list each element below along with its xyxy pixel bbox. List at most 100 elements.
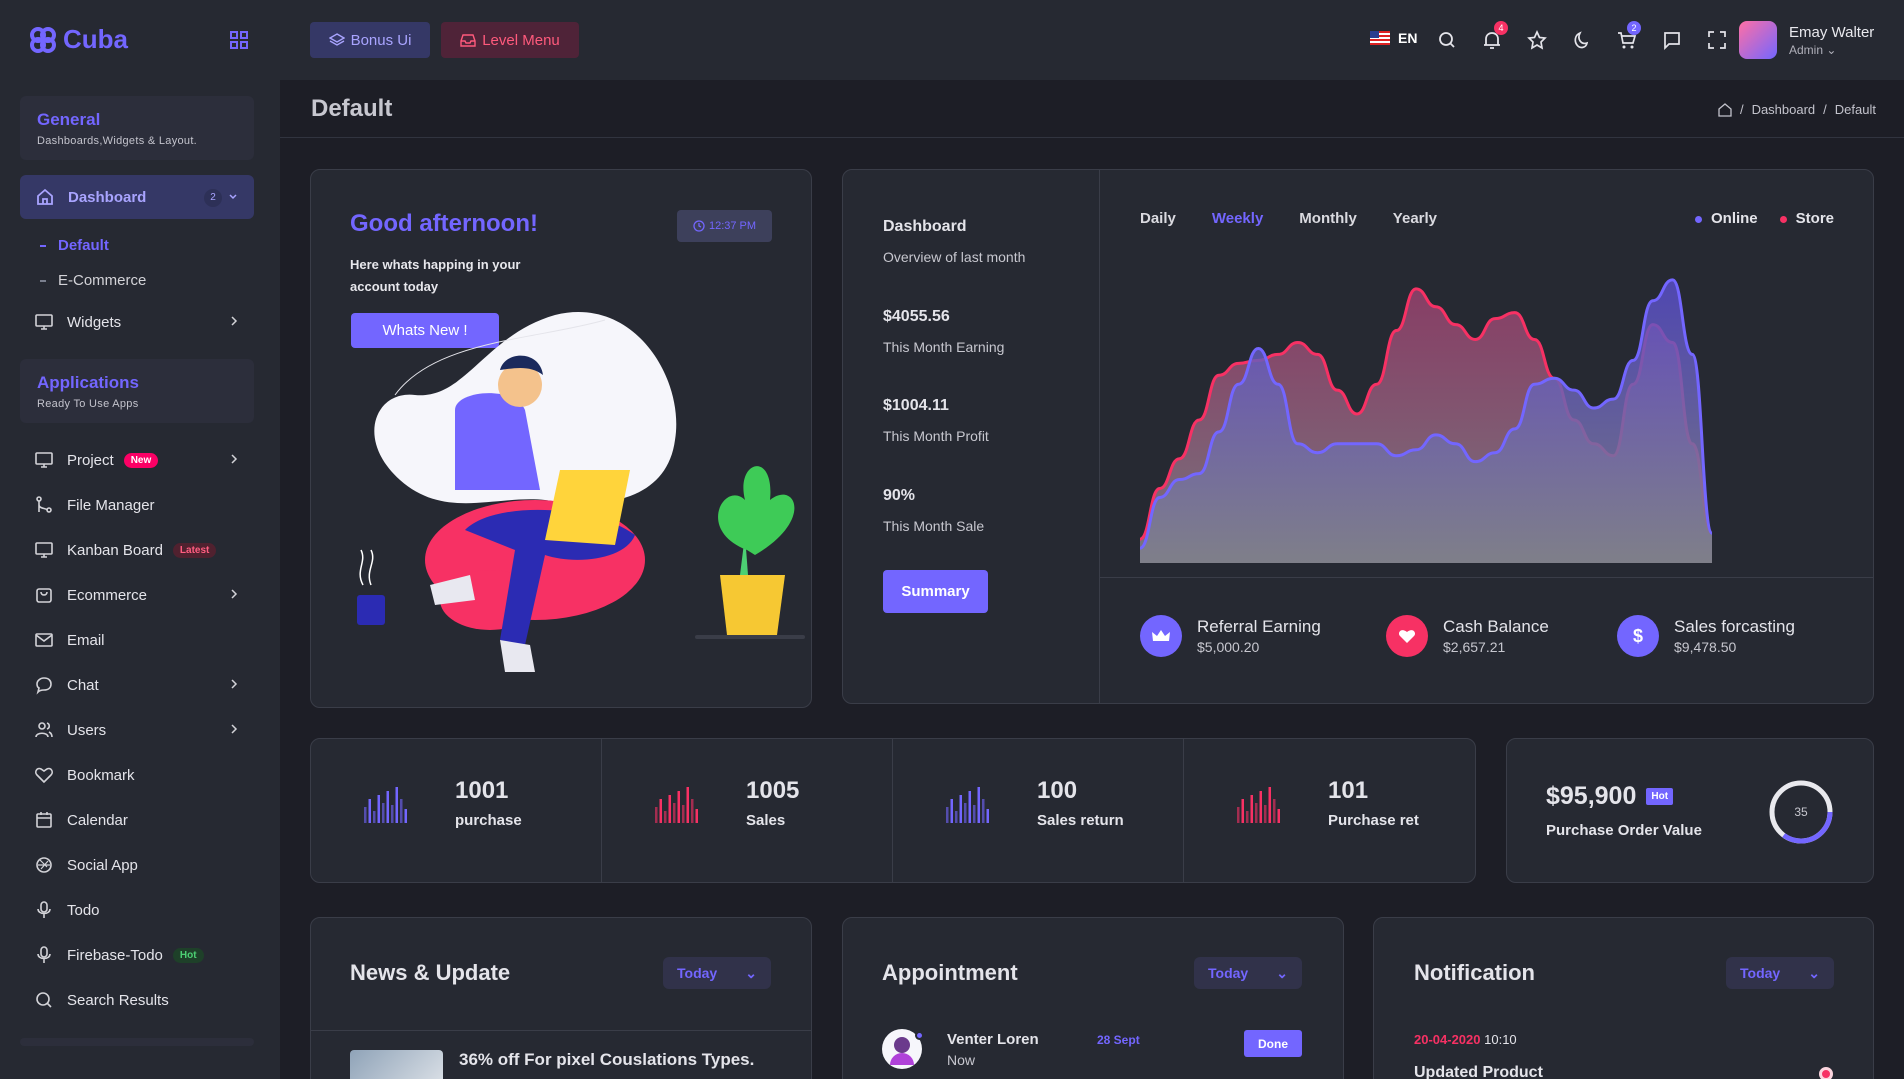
sidebar-item-users[interactable]: Users <box>34 718 240 742</box>
crown-icon <box>1140 615 1182 657</box>
mini-stat-purchase: 1001 purchase <box>362 777 522 829</box>
purchase-order-label: Purchase Order Value <box>1546 822 1702 839</box>
level-menu-button[interactable]: Level Menu <box>441 22 579 58</box>
notification-timestamp: 20-04-2020 10:10 <box>1414 1032 1517 1047</box>
sidebar-item-calendar[interactable]: Calendar <box>34 808 240 832</box>
period-tabs: Daily Weekly Monthly Yearly <box>1140 210 1437 227</box>
profit-value: $1004.11 <box>883 397 949 414</box>
news-thumbnail <box>350 1050 443 1079</box>
user-name: Emay Walter <box>1789 23 1875 41</box>
done-button[interactable]: Done <box>1244 1030 1302 1057</box>
dash-marker <box>40 244 46 247</box>
progress-ring: 35 <box>1769 780 1833 844</box>
applications-section: Applications Ready To Use Apps <box>20 359 254 423</box>
mini-stat-label: purchase <box>455 812 522 829</box>
stat-referral: Referral Earning $5,000.20 <box>1140 615 1321 657</box>
chevron-down-icon: ⌄ <box>1808 964 1820 981</box>
monitor-icon <box>35 542 53 558</box>
mini-bar <box>686 787 689 823</box>
area-online-fill <box>1140 279 1712 563</box>
appointment-name: Venter Loren <box>947 1031 1039 1048</box>
sidebar-item-kanban[interactable]: Kanban Board Latest <box>34 538 240 562</box>
sidebar-item-project[interactable]: Project New <box>34 448 240 472</box>
chevron-down-icon <box>229 194 237 200</box>
sidebar-sub-default[interactable]: Default <box>40 237 109 254</box>
earning-label: This Month Earning <box>883 339 1005 355</box>
tab-yearly[interactable]: Yearly <box>1392 210 1438 227</box>
area-online-line <box>1140 278 1714 550</box>
appointment-when: Now <box>947 1052 976 1068</box>
tab-daily[interactable]: Daily <box>1140 210 1176 227</box>
notification-filter-dropdown[interactable]: Today ⌄ <box>1726 957 1834 989</box>
sidebar-item-label: Dashboard <box>68 188 147 206</box>
tab-weekly[interactable]: Weekly <box>1211 210 1264 227</box>
mini-stat-sales: 1005 Sales <box>653 777 799 829</box>
home-icon <box>37 188 53 205</box>
chevron-down-icon: ⌄ <box>1826 42 1837 57</box>
dash-marker <box>40 279 46 282</box>
breadcrumb-dashboard[interactable]: Dashboard <box>1751 102 1816 117</box>
sidebar-item-email[interactable]: Email <box>34 628 240 652</box>
sidebar-sub-ecommerce[interactable]: E-Commerce <box>40 272 146 289</box>
sidebar-item-search-results[interactable]: Search Results <box>34 988 240 1012</box>
sidebar-item-chat[interactable]: Chat <box>34 673 240 697</box>
appointment-filter-dropdown[interactable]: Today ⌄ <box>1194 957 1302 989</box>
sidebar-item-bookmark[interactable]: Bookmark <box>34 763 240 787</box>
button-label: Level Menu <box>482 31 560 49</box>
user-profile[interactable]: Emay Walter Admin ⌄ <box>1739 21 1874 59</box>
sidebar-item-file-manager[interactable]: File Manager <box>34 493 240 517</box>
mini-stat-value: 1005 <box>746 777 800 804</box>
clock-icon <box>693 220 705 232</box>
users-icon <box>35 722 53 738</box>
profit-label: This Month Profit <box>883 428 989 444</box>
grid-icon[interactable] <box>228 29 250 51</box>
mini-bar <box>391 805 394 823</box>
star-icon[interactable] <box>1526 29 1548 51</box>
sidebar-item-widgets[interactable]: Widgets <box>34 310 240 334</box>
mini-bar <box>1246 811 1249 823</box>
sidebar-item-social[interactable]: Social App <box>34 853 240 877</box>
mini-bar <box>955 811 958 823</box>
button-label: Bonus Ui <box>350 31 412 49</box>
purchase-order-card <box>1506 738 1874 883</box>
sidebar-item-dashboard[interactable]: Dashboard 2 <box>20 175 254 219</box>
sidebar-item-label: Widgets <box>67 313 122 331</box>
language-selector[interactable]: EN <box>1370 30 1417 46</box>
chevron-right-icon <box>231 454 238 464</box>
maximize-icon[interactable] <box>1706 29 1728 51</box>
bell-icon[interactable] <box>1481 29 1503 51</box>
mini-bar <box>386 791 389 823</box>
bonus-ui-button[interactable]: Bonus Ui <box>310 22 430 58</box>
dropdown-value: Today <box>1740 965 1781 981</box>
news-headline[interactable]: 36% off For pixel Couslations Types. <box>459 1050 755 1069</box>
user-role: Admin <box>1789 42 1824 57</box>
sidebar-item-todo[interactable]: Todo <box>34 898 240 922</box>
mini-stat-value: 101 <box>1328 777 1369 804</box>
mini-bar <box>1241 799 1244 823</box>
mini-stat-label: Sales <box>746 812 786 829</box>
brand-logo[interactable]: Cuba <box>29 24 128 55</box>
summary-button[interactable]: Summary <box>883 570 988 613</box>
sidebar-item-ecommerce[interactable]: Ecommerce <box>34 583 240 607</box>
home-icon[interactable] <box>1718 102 1732 117</box>
monitor-icon <box>35 314 53 330</box>
chat-icon <box>36 677 52 695</box>
mini-bar <box>968 791 971 823</box>
mini-bar <box>1268 787 1271 823</box>
sidebar-item-label: Search Results <box>67 991 169 1009</box>
mini-bar <box>673 803 676 823</box>
tab-monthly[interactable]: Monthly <box>1299 210 1357 227</box>
sidebar-item-firebase-todo[interactable]: Firebase-Todo Hot <box>34 943 240 967</box>
news-filter-dropdown[interactable]: Today ⌄ <box>663 957 771 989</box>
bag-icon <box>36 588 52 603</box>
dropdown-value: Today <box>1208 965 1249 981</box>
message-icon[interactable] <box>1661 29 1683 51</box>
cart-icon[interactable] <box>1616 29 1638 51</box>
moon-icon[interactable] <box>1571 29 1593 51</box>
sidebar-item-label: Kanban Board <box>67 541 163 559</box>
monitor-icon <box>35 452 53 468</box>
whats-new-button[interactable]: Whats New ! <box>351 313 499 348</box>
sale-label: This Month Sale <box>883 518 985 534</box>
search-icon[interactable] <box>1436 29 1458 51</box>
chevron-right-icon <box>231 724 238 734</box>
